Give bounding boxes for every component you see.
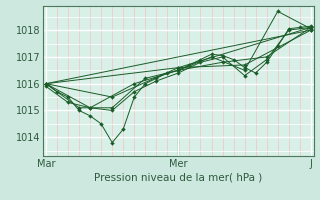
X-axis label: Pression niveau de la mer( hPa ): Pression niveau de la mer( hPa ) (94, 173, 262, 183)
